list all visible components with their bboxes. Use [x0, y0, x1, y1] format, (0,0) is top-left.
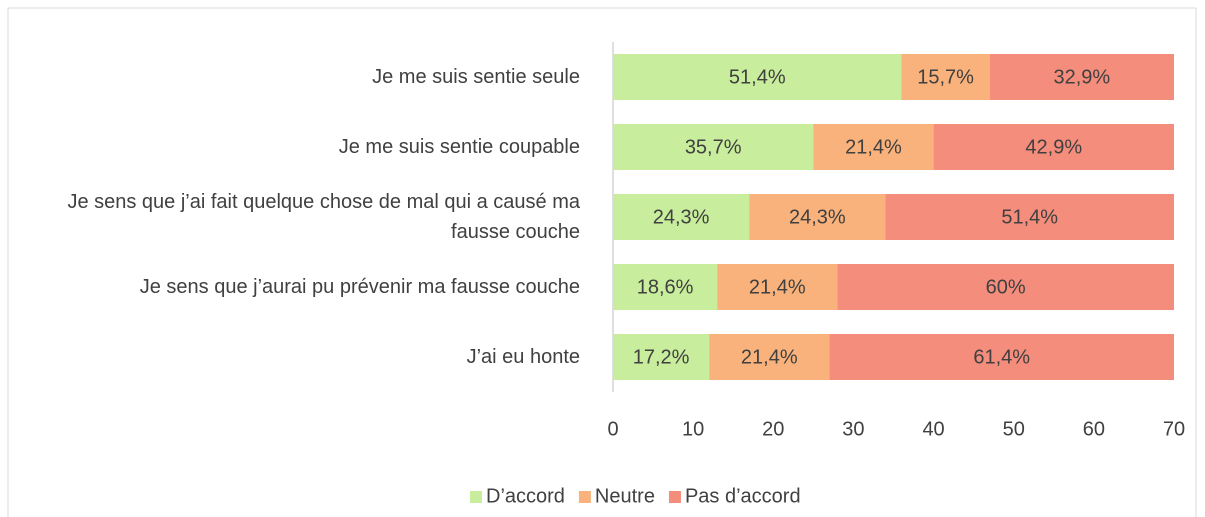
bar-segment — [613, 334, 710, 380]
legend-label: Pas d’accord — [685, 485, 801, 507]
bar-segment — [749, 194, 886, 240]
y-tick-label: Je sens que j’aurai pu prévenir ma fauss… — [139, 276, 580, 298]
y-tick-label: Je sens que j’ai fait quelque chose de m… — [67, 191, 580, 243]
bar-segment — [709, 334, 830, 380]
data-label: 15,7% — [917, 66, 974, 88]
data-label: 24,3% — [653, 206, 710, 228]
legend-label: Neutre — [595, 485, 655, 507]
bar-segment — [813, 124, 934, 170]
data-label: 51,4% — [1001, 206, 1058, 228]
data-label: 18,6% — [637, 276, 694, 298]
data-label: 42,9% — [1025, 136, 1082, 158]
data-label: 21,4% — [741, 346, 798, 368]
bar-segment — [837, 264, 1174, 310]
legend-swatch — [668, 491, 681, 503]
y-tick-label: Je me suis sentie coupable — [338, 136, 580, 158]
bar-segment — [613, 264, 718, 310]
data-label: 35,7% — [685, 136, 742, 158]
bar-segment — [829, 334, 1174, 380]
data-label: 17,2% — [633, 346, 690, 368]
legend-label: D’accord — [486, 485, 565, 507]
bar-segment — [989, 54, 1174, 100]
data-label: 21,4% — [845, 136, 902, 158]
x-tick-label: 50 — [1003, 418, 1025, 440]
bar-segment — [613, 194, 750, 240]
x-tick-label: 40 — [922, 418, 944, 440]
data-label: 60% — [986, 276, 1026, 298]
x-tick-label: 70 — [1163, 418, 1185, 440]
legend-swatch — [578, 491, 591, 503]
bar-segment — [613, 124, 814, 170]
data-label: 32,9% — [1053, 66, 1110, 88]
data-label: 24,3% — [789, 206, 846, 228]
x-tick-label: 30 — [842, 418, 864, 440]
x-tick-label: 60 — [1083, 418, 1105, 440]
bar-segment — [885, 194, 1174, 240]
bar-segment — [613, 54, 902, 100]
bar-segment — [933, 124, 1174, 170]
legend-swatch — [470, 491, 482, 503]
x-tick-label: 0 — [607, 418, 618, 440]
data-label: 51,4% — [729, 66, 786, 88]
x-tick-label: 20 — [762, 418, 784, 440]
data-label: 61,4% — [973, 346, 1030, 368]
y-tick-label: Je me suis sentie seule — [372, 66, 580, 88]
bar-segment — [717, 264, 838, 310]
y-tick-label: J’ai eu honte — [466, 346, 580, 368]
chart-border — [7, 7, 1197, 517]
data-label: 21,4% — [749, 276, 806, 298]
bar-segment — [901, 54, 990, 100]
x-tick-label: 10 — [682, 418, 704, 440]
